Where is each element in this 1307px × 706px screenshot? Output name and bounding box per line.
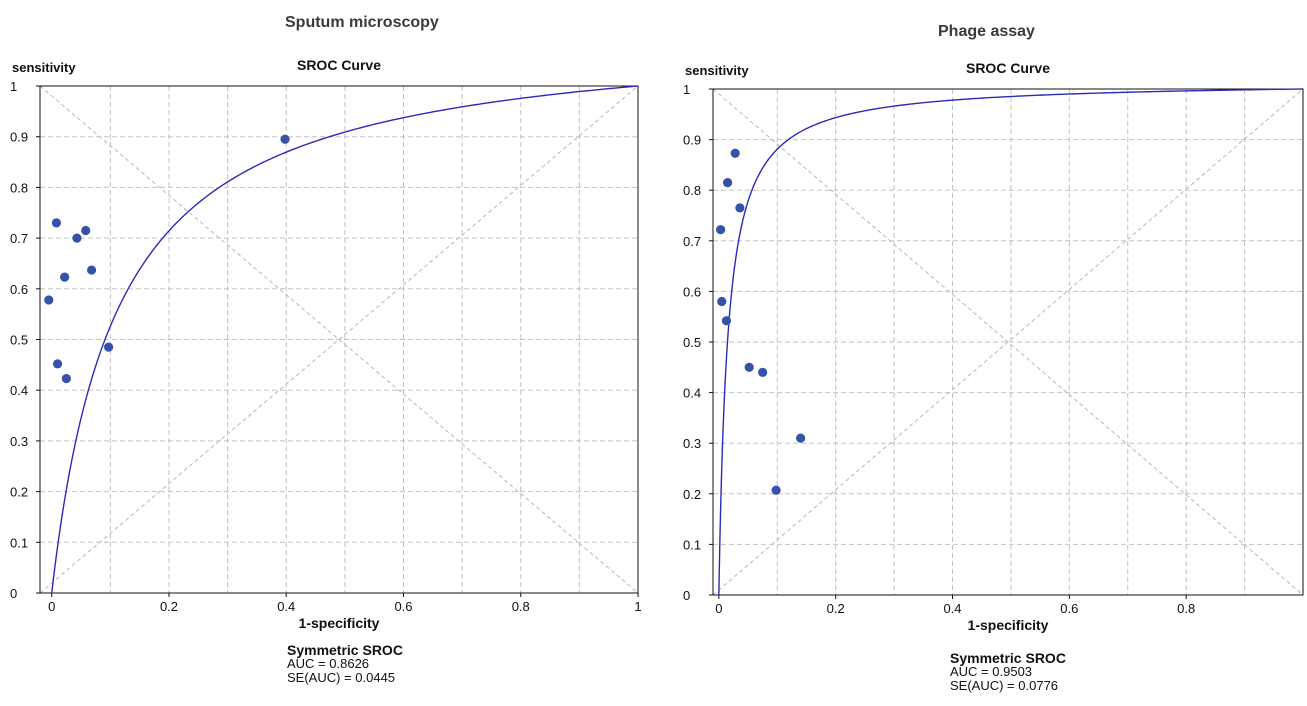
right-stats: Symmetric SROC AUC = 0.9503 SE(AUC) = 0.…	[950, 651, 1066, 693]
right-y-tick-label: 0.7	[683, 234, 701, 249]
right-x-axis-label: 1-specificity	[968, 617, 1049, 633]
right-y-tick-label: 0.2	[683, 487, 701, 502]
right-x-tick-label: 0.6	[1060, 601, 1078, 616]
left-study-point	[81, 225, 91, 236]
right-y-tick-label: 0	[683, 588, 690, 603]
left-stats-se: SE(AUC) = 0.0445	[287, 670, 396, 685]
left-x-tick-label: 0.4	[277, 599, 295, 614]
left-chart-title: SROC Curve	[297, 57, 381, 73]
left-study-point	[44, 295, 54, 305]
left-y-tick-label: 0.3	[10, 434, 28, 449]
right-y-axis-label: sensitivity	[685, 63, 749, 78]
left-y-tick-label: 1	[10, 79, 17, 94]
left-stats-auc: AUC = 0.8626	[287, 656, 370, 671]
left-y-tick-label: 0.9	[10, 130, 28, 145]
right-study-point	[796, 433, 806, 443]
left-y-tick-label: 0.4	[10, 383, 28, 398]
left-y-tick-label: 0.5	[10, 333, 28, 348]
left-x-tick-label: 0.8	[512, 599, 530, 614]
right-y-tick-label: 1	[683, 82, 690, 97]
left-x-tick-label: 0.2	[160, 599, 178, 614]
left-figure-title: Sputum microscopy	[285, 14, 439, 31]
left-study-point	[280, 134, 290, 144]
left-symmetry-diagonal	[39, 85, 639, 594]
right-y-tick-label: 0.9	[683, 133, 701, 148]
right-stats-heading: Symmetric SROC	[950, 650, 1066, 666]
left-y-tick-label: 0	[10, 586, 17, 601]
right-chart-title: SROC Curve	[966, 60, 1050, 76]
left-stats-heading: Symmetric SROC	[287, 642, 403, 658]
right-y-tick-label: 0.5	[683, 335, 701, 350]
right-y-tick-label: 0.8	[683, 183, 701, 198]
right-y-tick-label: 0.6	[683, 284, 701, 299]
right-figure-title: Phage assay	[938, 23, 1035, 40]
right-study-point	[717, 296, 727, 307]
right-x-tick-label: 0.2	[827, 601, 845, 616]
left-study-point	[72, 233, 82, 243]
right-y-tick-label: 0.4	[683, 386, 701, 401]
right-study-point	[735, 203, 745, 213]
right-study-point	[744, 362, 754, 372]
right-study-point	[721, 316, 732, 326]
left-y-tick-label: 0.8	[10, 180, 28, 195]
right-sroc-curve	[718, 88, 1304, 595]
left-stats: Symmetric SROC AUC = 0.8626 SE(AUC) = 0.…	[287, 643, 403, 685]
right-stats-se: SE(AUC) = 0.0776	[950, 678, 1059, 693]
right-study-point	[771, 485, 781, 495]
left-study-point	[52, 359, 63, 369]
right-study-point	[730, 148, 740, 158]
left-y-tick-label: 0.2	[10, 485, 28, 500]
right-y-tick-label: 0.1	[683, 537, 701, 552]
right-symmetry-diagonal	[712, 88, 1304, 596]
left-x-tick-label: 1	[634, 599, 641, 614]
left-study-point	[103, 342, 114, 352]
left-sroc-curve	[51, 85, 639, 594]
right-x-tick-label: 0.8	[1177, 601, 1195, 616]
left-study-point	[61, 373, 71, 384]
right-x-tick-label: 0	[715, 601, 722, 616]
left-study-point	[86, 265, 97, 275]
left-y-axis-label: sensitivity	[12, 60, 76, 75]
left-x-tick-label: 0	[48, 599, 55, 614]
left-chance-diagonal	[39, 85, 639, 594]
left-x-tick-label: 0.6	[394, 599, 412, 614]
right-study-point	[715, 225, 726, 235]
right-study-point	[723, 178, 733, 188]
right-study-point	[758, 367, 768, 377]
left-y-tick-label: 0.7	[10, 231, 28, 246]
right-y-tick-label: 0.3	[683, 436, 701, 451]
left-x-axis-label: 1-specificity	[299, 615, 380, 631]
left-study-point	[51, 218, 62, 228]
right-stats-auc: AUC = 0.9503	[950, 664, 1033, 679]
left-y-tick-label: 0.1	[10, 535, 28, 550]
left-y-tick-label: 0.6	[10, 282, 28, 297]
right-x-tick-label: 0.4	[943, 601, 961, 616]
left-study-point	[60, 272, 70, 282]
